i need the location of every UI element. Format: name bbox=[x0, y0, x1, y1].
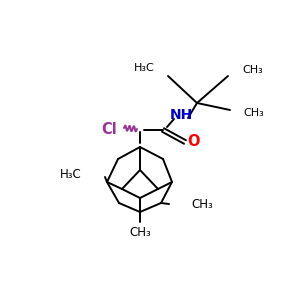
Text: O: O bbox=[187, 134, 199, 149]
Text: CH₃: CH₃ bbox=[242, 65, 263, 75]
Text: H₃C: H₃C bbox=[134, 63, 155, 73]
Text: CH₃: CH₃ bbox=[191, 197, 213, 211]
Text: NH: NH bbox=[169, 108, 193, 122]
Text: CH₃: CH₃ bbox=[129, 226, 151, 238]
Text: Cl: Cl bbox=[101, 122, 117, 136]
Text: H₃C: H₃C bbox=[60, 169, 82, 182]
Text: CH₃: CH₃ bbox=[243, 108, 264, 118]
